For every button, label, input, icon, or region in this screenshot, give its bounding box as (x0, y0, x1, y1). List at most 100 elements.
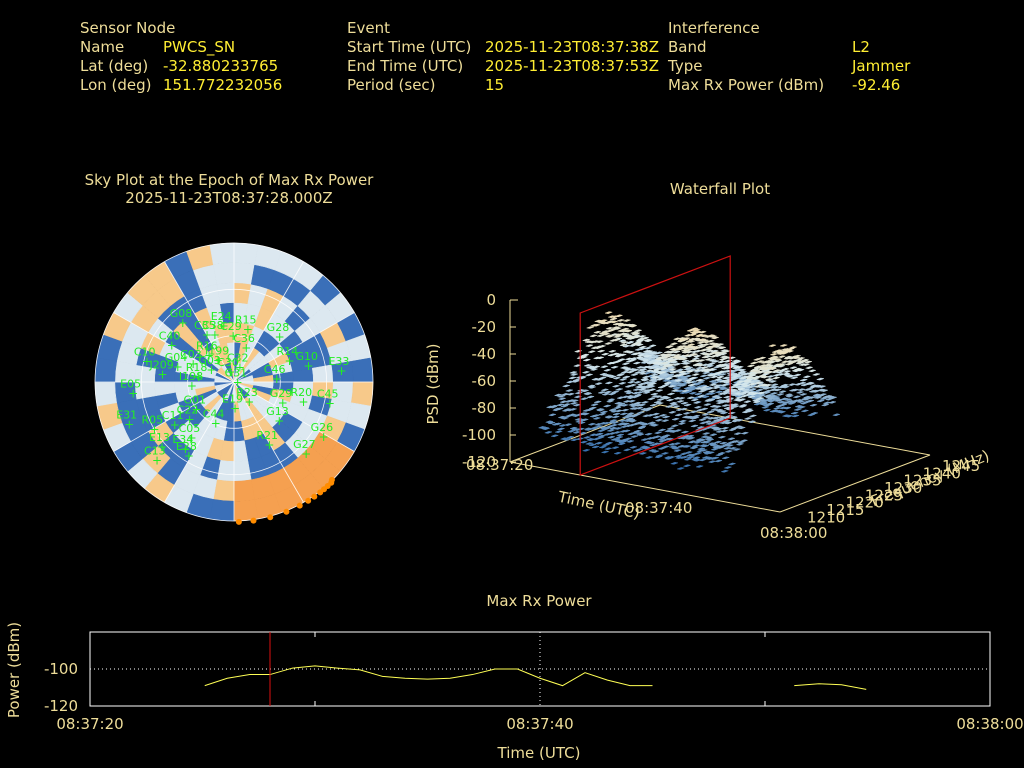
waterfall-cell (803, 360, 813, 364)
waterfall-cell (654, 389, 664, 392)
waterfall-cell (662, 396, 672, 400)
waterfall-cell (660, 452, 670, 455)
waterfall-cell (666, 370, 676, 373)
waterfall-cell (820, 403, 830, 407)
waterfall-cell (701, 387, 711, 391)
waterfall-cell (709, 443, 719, 447)
waterfall-cell (690, 458, 700, 461)
satellite-marker: + (173, 360, 183, 374)
waterfall-z-label: PSD (dBm) (424, 343, 442, 424)
waterfall-cell (637, 403, 647, 407)
waterfall-cell (688, 391, 698, 395)
satellite-marker: + (184, 449, 194, 463)
waterfall-z-tick-label: -100 (462, 426, 496, 444)
waterfall-cell (721, 456, 731, 460)
waterfall-cell (758, 366, 768, 369)
waterfall-cell (642, 355, 652, 358)
waterfall-cell (740, 431, 750, 435)
satellite-label: C36 (233, 332, 255, 345)
skyplot-heatmap (94, 242, 374, 522)
waterfall-cell (710, 456, 720, 460)
waterfall-cell (667, 410, 677, 414)
waterfall-cell (717, 386, 727, 389)
waterfall-cell (717, 445, 728, 448)
waterfall-cell (645, 437, 655, 440)
satellite-label: G13 (266, 405, 289, 418)
waterfall-cell (610, 365, 620, 369)
waterfall-cell (800, 409, 810, 413)
waterfall-cell (591, 445, 601, 449)
waterfall-cell (738, 405, 748, 408)
waterfall-cell (805, 399, 815, 403)
waterfall-cell (644, 369, 654, 373)
waterfall-cell (571, 380, 581, 383)
satellite-marker: + (124, 417, 134, 431)
waterfall-cell (792, 395, 802, 399)
waterfall-cell (686, 396, 696, 400)
waterfall-cell (744, 376, 754, 380)
waterfall-cell (755, 388, 765, 392)
waterfall-cell (697, 438, 707, 442)
waterfall-cell (691, 373, 701, 376)
waterfall-cell (635, 343, 645, 347)
waterfall-cell (649, 352, 659, 355)
satellite-marker: + (233, 376, 243, 390)
waterfall-cell (799, 378, 809, 382)
waterfall-cell (774, 349, 784, 352)
waterfall-cell (643, 338, 653, 342)
waterfall-cell (608, 375, 618, 379)
waterfall-cell (751, 369, 761, 373)
waterfall-cell (770, 385, 780, 389)
waterfall-cell (670, 424, 680, 428)
waterfall-cell (717, 452, 727, 455)
waterfall-time-axis (509, 461, 781, 513)
waterfall-cell (682, 464, 692, 468)
waterfall-cell (719, 349, 729, 352)
waterfall-cell (741, 410, 751, 414)
waterfall-cell (591, 340, 601, 343)
waterfall-cell (666, 359, 676, 363)
waterfall-cell (636, 433, 646, 436)
waterfall-cell (711, 386, 721, 390)
waterfall-cell (751, 398, 761, 402)
waterfall-cell (559, 400, 569, 404)
waterfall-cell (663, 353, 673, 356)
waterfall-cell (699, 440, 709, 444)
waterfall-cell (756, 401, 766, 405)
waterfall-cell (661, 384, 671, 387)
waterfall-cell (632, 413, 642, 416)
waterfall-cell (694, 387, 704, 390)
satellite-label: R05 (141, 413, 163, 426)
satellite-marker: + (152, 453, 162, 467)
waterfall-cell (669, 342, 679, 346)
waterfall-cell (683, 457, 693, 461)
waterfall-cell (647, 421, 657, 425)
waterfall-cell (633, 401, 643, 405)
waterfall-cell (615, 404, 625, 408)
waterfall-cell (605, 374, 615, 378)
waterfall-cell (768, 380, 778, 383)
waterfall-cell (803, 388, 813, 391)
waterfall-cell (700, 435, 710, 439)
waterfall-cell (694, 385, 704, 389)
waterfall-cell (639, 358, 649, 361)
waterfall-title: Waterfall Plot (669, 180, 771, 198)
power-series-line (794, 683, 867, 690)
waterfall-cell (764, 378, 774, 381)
waterfall-freq-tick-label: 1240 (923, 464, 961, 482)
waterfall-cell (643, 440, 653, 444)
event-period-value: 15 (485, 76, 505, 94)
waterfall-cell (679, 401, 689, 405)
sensor-name-label: Name (80, 38, 125, 56)
waterfall-cell (619, 412, 629, 416)
waterfall-cell (596, 429, 606, 432)
waterfall-cell (746, 364, 756, 368)
waterfall-cell (593, 400, 603, 404)
waterfall-cell (693, 441, 703, 444)
waterfall-cell (608, 408, 618, 412)
direction-marker (311, 493, 318, 500)
waterfall-cell (604, 311, 614, 314)
waterfall-cell (736, 371, 746, 374)
sensor-name-value: PWCS_SN (163, 38, 236, 56)
waterfall-z-tick-label: -60 (472, 372, 497, 390)
